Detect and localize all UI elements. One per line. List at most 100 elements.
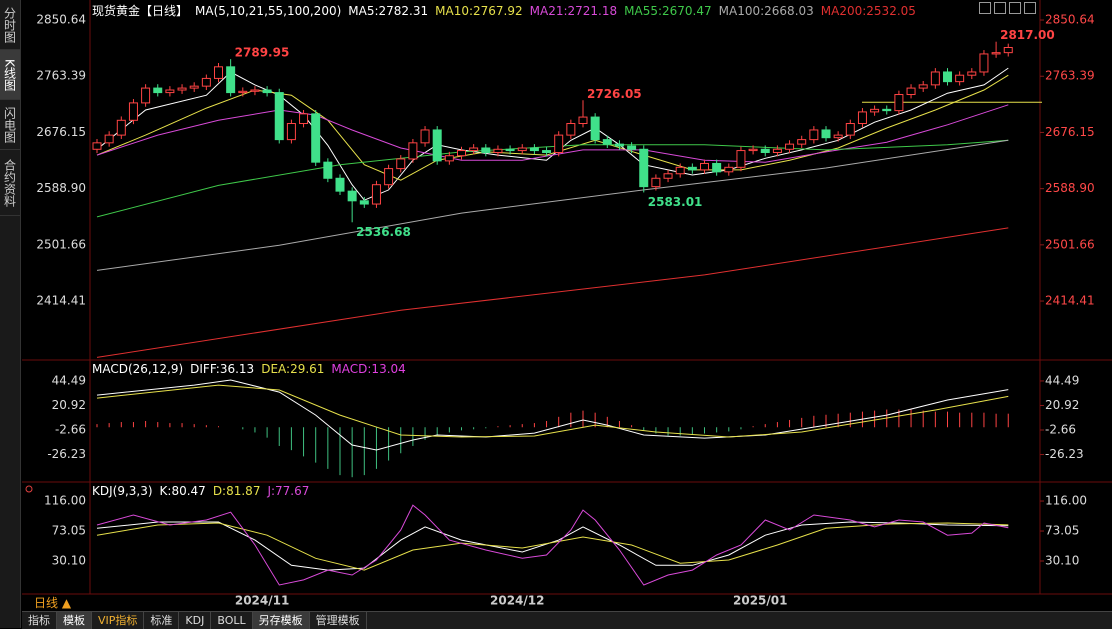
candle-body (943, 71, 952, 83)
candle-body (748, 148, 758, 152)
sidebar-tab[interactable]: K线图 (0, 50, 20, 100)
candle-body (566, 123, 576, 136)
indicator-line (96, 139, 1009, 218)
icon[interactable] (979, 2, 991, 14)
candle-body (262, 89, 272, 94)
y-tick-label: 44.49 (52, 373, 86, 387)
y-tick-label: 2676.15 (36, 125, 86, 139)
icon[interactable] (1009, 2, 1021, 14)
candle-body (918, 84, 928, 89)
candle-body (627, 145, 637, 150)
legend-entry: D:81.87 (212, 484, 261, 498)
legend-entry: MA21:2721.18 (529, 4, 618, 18)
candle-body (201, 77, 211, 87)
candle-body (542, 150, 552, 154)
candle-body (189, 85, 199, 89)
x-tick-label: 2024/12 (490, 594, 544, 608)
period-selector[interactable]: 日线 ▲ (34, 596, 72, 610)
legend-entry: MA10:2767.92 (435, 4, 523, 18)
candle-body (335, 177, 345, 192)
candle-body (311, 113, 321, 163)
x-tick-label: 2024/11 (235, 594, 289, 608)
toolbar-button[interactable]: VIP指标 (92, 612, 145, 629)
toolbar-button[interactable]: 标准 (144, 612, 180, 629)
indicator-line (96, 227, 1009, 358)
candle-body (347, 190, 357, 202)
y-tick-label: 44.49 (1045, 373, 1079, 387)
candle-body (785, 143, 795, 150)
candle-body (517, 147, 527, 152)
candle-body (772, 148, 782, 154)
indicator-line (96, 522, 1009, 571)
y-tick-label: 2414.41 (1045, 294, 1095, 308)
candle-body (760, 148, 770, 154)
window-icons (979, 2, 1036, 14)
candle-body (432, 129, 442, 162)
indicator-line (96, 504, 1009, 586)
y-tick-label: 73.05 (52, 524, 86, 538)
toolbar-button[interactable]: 指标 (22, 612, 57, 629)
candle-body (663, 173, 673, 179)
icon[interactable] (1024, 2, 1036, 14)
candle-body (128, 102, 138, 121)
y-tick-label: 2588.90 (1045, 181, 1095, 195)
high-label: 2726.05 (587, 87, 642, 101)
candle-body (602, 139, 612, 145)
y-tick-label: 2501.66 (36, 237, 86, 251)
candle-body (882, 108, 892, 112)
chart-title: 现货黄金【日线】 (92, 4, 189, 18)
chart-title: KDJ(9,3,3) (92, 484, 153, 498)
y-tick-label: 2763.39 (36, 69, 86, 83)
y-tick-label: 2414.41 (36, 294, 86, 308)
candle-body (505, 148, 515, 152)
indicator-line (96, 384, 1009, 438)
candle-body (809, 129, 819, 141)
legend-entry: MA55:2670.47 (624, 4, 712, 18)
candle-body (870, 108, 880, 113)
sidebar-tab[interactable]: 合约资料 (0, 150, 20, 216)
candle-body (177, 87, 187, 91)
candle-body (906, 87, 916, 96)
candle-body (238, 90, 248, 94)
candle-body (165, 89, 175, 94)
toolbar-button[interactable]: 另存模板 (252, 612, 310, 629)
candle-body (286, 123, 296, 141)
toolbar-button[interactable]: BOLL (211, 612, 253, 629)
candle-body (226, 66, 236, 94)
icon[interactable] (994, 2, 1006, 14)
indicator-line (96, 379, 1009, 451)
candle-body (141, 87, 151, 104)
candle-body (736, 150, 746, 168)
candle-body (578, 116, 588, 125)
high-label: 2817.00 (1000, 28, 1055, 42)
macd-header: MACD(26,12,9) DIFF:36.13 DEA:29.61 MACD:13.… (92, 362, 413, 378)
sidebar-tab[interactable]: 分时图 (0, 0, 20, 50)
low-label: 2583.01 (648, 195, 703, 209)
candle-body (274, 92, 284, 141)
y-tick-label: 2850.64 (36, 13, 86, 27)
candle-body (687, 166, 697, 171)
toolbar-button[interactable]: 管理模板 (310, 612, 367, 629)
candle-body (457, 150, 466, 157)
candle-body (991, 52, 1001, 55)
candle-body (979, 53, 989, 73)
candle-body (590, 116, 600, 141)
toolbar: 指标 模板 VIP指标 标准 KDJ BOLL 另存模板 管理模板 (22, 611, 1112, 629)
y-tick-label: 2676.15 (1045, 125, 1095, 139)
toolbar-button[interactable]: KDJ (179, 612, 212, 629)
candle-body (396, 158, 406, 170)
candle-body (845, 123, 855, 136)
candle-body (894, 94, 904, 112)
candle-body (408, 142, 418, 160)
y-tick-label: 30.10 (1045, 554, 1079, 568)
candle-body (469, 147, 479, 152)
candle-body (554, 134, 564, 154)
toolbar-button[interactable]: 模板 (57, 612, 92, 629)
y-tick-label: 116.00 (44, 494, 86, 508)
candle-body (857, 111, 867, 125)
y-tick-label: 2501.66 (1045, 237, 1095, 251)
sidebar-tab[interactable]: 闪电图 (0, 100, 20, 150)
candle-body (1003, 46, 1013, 54)
y-tick-label: 116.00 (1045, 494, 1087, 508)
